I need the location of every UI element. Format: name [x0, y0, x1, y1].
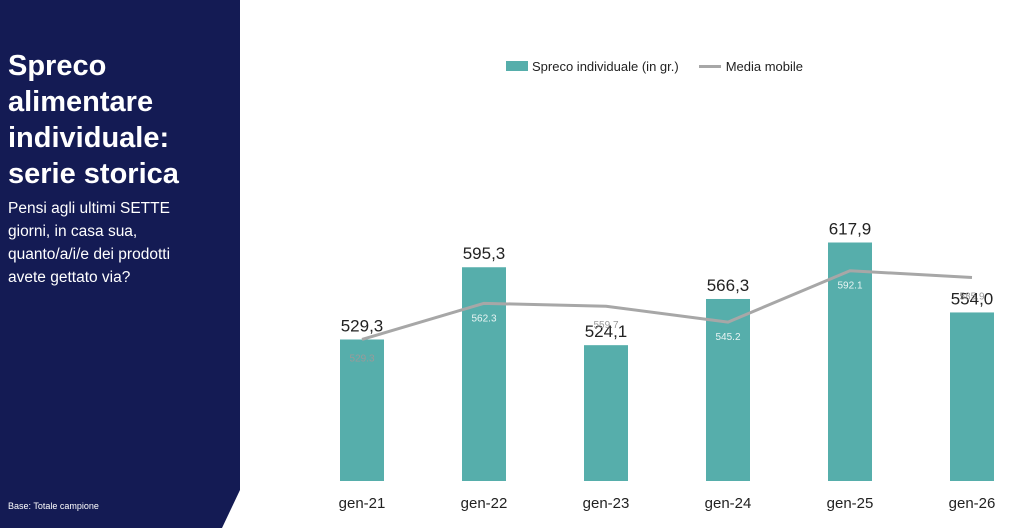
- x-tick-label-gen-24: gen-24: [705, 495, 752, 512]
- legend-bar-label: Spreco individuale (in gr.): [532, 58, 679, 74]
- survey-question: Pensi agli ultimi SETTE giorni, in casa …: [8, 200, 171, 286]
- bar-gen-26: [950, 312, 994, 481]
- line-value-label-gen-23: 559.7: [593, 320, 618, 331]
- bar-value-label-gen-22: 595,3: [463, 244, 506, 263]
- line-value-label-gen-25: 592.1: [837, 281, 862, 292]
- base-note: Base: Totale campione: [8, 501, 99, 511]
- line-value-label-gen-22: 562.3: [471, 313, 496, 324]
- bar-gen-23: [584, 345, 628, 481]
- x-tick-label-gen-21: gen-21: [339, 495, 386, 512]
- bar-value-label-gen-23: 524,1: [585, 322, 628, 341]
- bar-value-label-gen-25: 617,9: [829, 220, 872, 239]
- bar-gen-21: [340, 339, 384, 481]
- legend: Spreco individuale (in gr.) Media mobile: [506, 56, 803, 76]
- bar-gen-25: [828, 242, 872, 481]
- legend-line-swatch: [698, 64, 721, 68]
- line-value-label-gen-26: 585.9: [959, 292, 984, 303]
- line-value-label-gen-21: 529.3: [349, 353, 374, 364]
- bar-gen-22: [462, 267, 506, 481]
- side-panel: Spreco alimentare individuale: serie sto…: [0, 0, 240, 528]
- legend-line-label: Media mobile: [725, 58, 804, 74]
- bar-gen-24: [706, 298, 750, 481]
- bar-value-label-gen-21: 529,3: [341, 316, 384, 335]
- x-tick-label-gen-25: gen-25: [827, 495, 874, 512]
- x-tick-label-gen-22: gen-22: [461, 495, 508, 512]
- bar-value-label-gen-24: 566,3: [707, 276, 750, 295]
- x-tick-label-gen-23: gen-23: [583, 495, 630, 512]
- chart-title: Spreco alimentare individuale: serie sto…: [8, 50, 179, 190]
- bar-value-label-gen-26: 554,0: [951, 289, 994, 308]
- line-value-label-gen-24: 545.2: [715, 332, 740, 343]
- moving-average-line: [361, 269, 973, 341]
- legend-bar-swatch: [506, 61, 528, 71]
- x-tick-label-gen-26: gen-26: [949, 495, 996, 512]
